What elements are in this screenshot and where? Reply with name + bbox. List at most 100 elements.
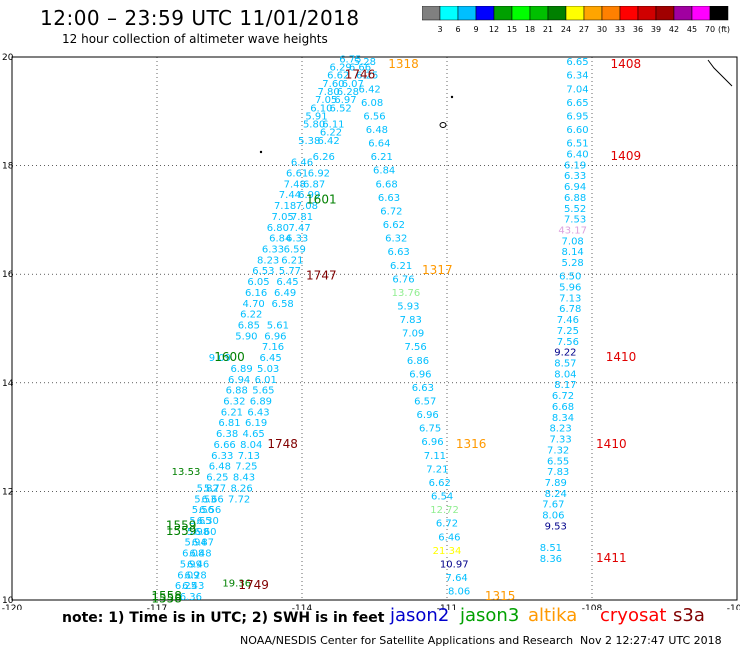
pass-time-label: 1558 <box>151 589 182 603</box>
colorbar-tick-label: 12 <box>489 25 499 34</box>
wave-height-label: 6.42 <box>317 136 339 147</box>
wave-height-label: 6.40 <box>566 149 588 160</box>
wave-height-label: 12.72 <box>430 505 459 516</box>
pass-time-label: 1408 <box>611 57 642 71</box>
wave-height-label: 8.04 <box>554 369 576 380</box>
wave-height-label: 7.64 <box>446 573 468 584</box>
wave-height-label: 7.48 <box>284 179 306 190</box>
wave-height-label: 6.94 <box>228 375 250 386</box>
wave-height-label: 6.96 <box>421 437 443 448</box>
wave-height-label: 6.56 <box>199 505 221 516</box>
wave-height-label: 6.46 <box>187 559 209 570</box>
pass-time-label: 1748 <box>267 437 298 451</box>
wave-height-label: 6.64 <box>368 139 390 150</box>
wave-height-label: 6.32 <box>223 397 245 408</box>
wave-height-label: 7.05 <box>272 212 294 223</box>
wave-height-label: 6.49 <box>274 288 296 299</box>
wave-height-label: 5.77 <box>279 266 301 277</box>
wave-height-label: 7.04 <box>566 84 588 95</box>
x-tick-label: -105 <box>727 604 740 610</box>
wave-height-label: 6.72 <box>552 391 574 402</box>
island <box>450 95 454 99</box>
wave-height-label: 7.81 <box>291 212 313 223</box>
pass-time-label: 1559 <box>166 524 197 538</box>
wave-height-label: 6.96 <box>417 410 439 421</box>
colorbar-tick-label: 42 <box>669 25 679 34</box>
wave-height-label: 7.56 <box>557 337 579 348</box>
wave-height-label: 6.43 <box>182 581 204 592</box>
wave-height-label: 8.43 <box>233 473 255 484</box>
colorbar-tick-label: 6 <box>455 25 460 34</box>
wave-height-label: 7.09 <box>402 329 424 340</box>
wave-height-label: 5.82 <box>197 483 219 494</box>
colorbar-unit: (ft) <box>718 25 730 34</box>
wave-height-label: 6.66 <box>214 440 236 451</box>
map-subtitle: 12 hour collection of altimeter wave hei… <box>62 32 328 46</box>
wave-height-label: 6.72 <box>436 519 458 530</box>
wave-height-label: 6.22 <box>240 310 262 321</box>
wave-height-label: 6.21 <box>281 255 303 266</box>
wave-height-label: 7.18 <box>274 201 296 212</box>
wave-height-label: 6.33 <box>211 451 233 462</box>
pass-time-label: 1559 <box>166 518 197 532</box>
wave-height-map: -120 -117 -114 -111 -108 -105 10 12 14 16 18 20 6.75… <box>2 53 740 610</box>
wave-height-label: 6.11 <box>322 120 344 131</box>
wave-height-label: 6.65 <box>566 57 588 68</box>
colorbar-tick-label: 9 <box>473 25 478 34</box>
wave-height-label: 4.70 <box>243 299 265 310</box>
colorbar-tick-label: 45 <box>687 25 697 34</box>
map-frame <box>11 56 738 601</box>
wave-height-label: 5.61 <box>267 321 289 332</box>
wave-height-label: 6.08 <box>182 549 204 560</box>
wave-height-label: 6.33 <box>564 171 586 182</box>
wave-height-label: 9.09 <box>209 353 231 364</box>
wave-height-label: 7.72 <box>228 494 250 505</box>
wave-height-label: 7.47 <box>288 223 310 234</box>
wave-height-label: 6.99 <box>298 190 320 201</box>
wave-height-label: 5.99 <box>180 559 202 570</box>
island <box>439 122 447 128</box>
legend-jason2: jason2 <box>390 605 450 626</box>
wave-height-label: 5.98 <box>187 527 209 538</box>
wave-height-label: 6.59 <box>284 244 306 255</box>
y-tick-label: 10 <box>2 596 14 606</box>
wave-height-label: 8.36 <box>540 554 562 565</box>
colorbar-tick-label: 15 <box>507 25 517 34</box>
wave-height-label: 5.28 <box>562 258 584 269</box>
pass-time-label: 1410 <box>606 350 637 364</box>
x-tick-label: -120 <box>2 604 23 610</box>
wave-height-label: 6.16 <box>245 288 267 299</box>
wave-height-label: 6.53 <box>252 266 274 277</box>
x-tick-label: -117 <box>147 604 167 610</box>
wave-height-label: 8.06 <box>542 511 564 522</box>
wave-height-label: 5.93 <box>397 301 419 312</box>
wave-height-label: 6.57 <box>414 397 436 408</box>
pass-time-label: 1316 <box>456 437 487 451</box>
wave-height-label: 6.81 <box>218 418 240 429</box>
colorbar-tick-label: 21 <box>543 25 553 34</box>
colorbar-tick-label: 33 <box>615 25 625 34</box>
wave-height-label: 7.80 <box>317 87 339 98</box>
wave-height-label: 6.68 <box>552 402 574 413</box>
wave-height-label: 6.28 <box>337 87 359 98</box>
wave-height-label: 9.22 <box>554 348 576 359</box>
wave-height-label: 5.52 <box>564 204 586 215</box>
wave-height-label: 6.21 <box>390 261 412 272</box>
wave-height-label: 5.65 <box>252 386 274 397</box>
wave-height-label: 6.42 <box>359 84 381 95</box>
wave-height-label: 13.76 <box>392 288 421 299</box>
wave-height-label: 6.94 <box>564 182 586 193</box>
wave-height-label: 7.08 <box>296 201 318 212</box>
legend-altika: altika <box>528 605 578 626</box>
y-tick-label: 18 <box>2 162 14 172</box>
wave-height-label: 8.14 <box>562 247 584 258</box>
wave-height-label: 6.88 <box>226 386 248 397</box>
wave-height-label: 6.61 <box>286 168 308 179</box>
wave-height-label: 7.46 <box>557 315 579 326</box>
wave-height-label: 6.21 <box>221 407 243 418</box>
colorbar-tick-label: 18 <box>525 25 535 34</box>
wave-height-label: 5.56 <box>192 505 214 516</box>
wave-height-label: 6.38 <box>216 429 238 440</box>
pass-time-label: 1315 <box>485 589 516 603</box>
pass-time-label: 1747 <box>306 269 337 283</box>
